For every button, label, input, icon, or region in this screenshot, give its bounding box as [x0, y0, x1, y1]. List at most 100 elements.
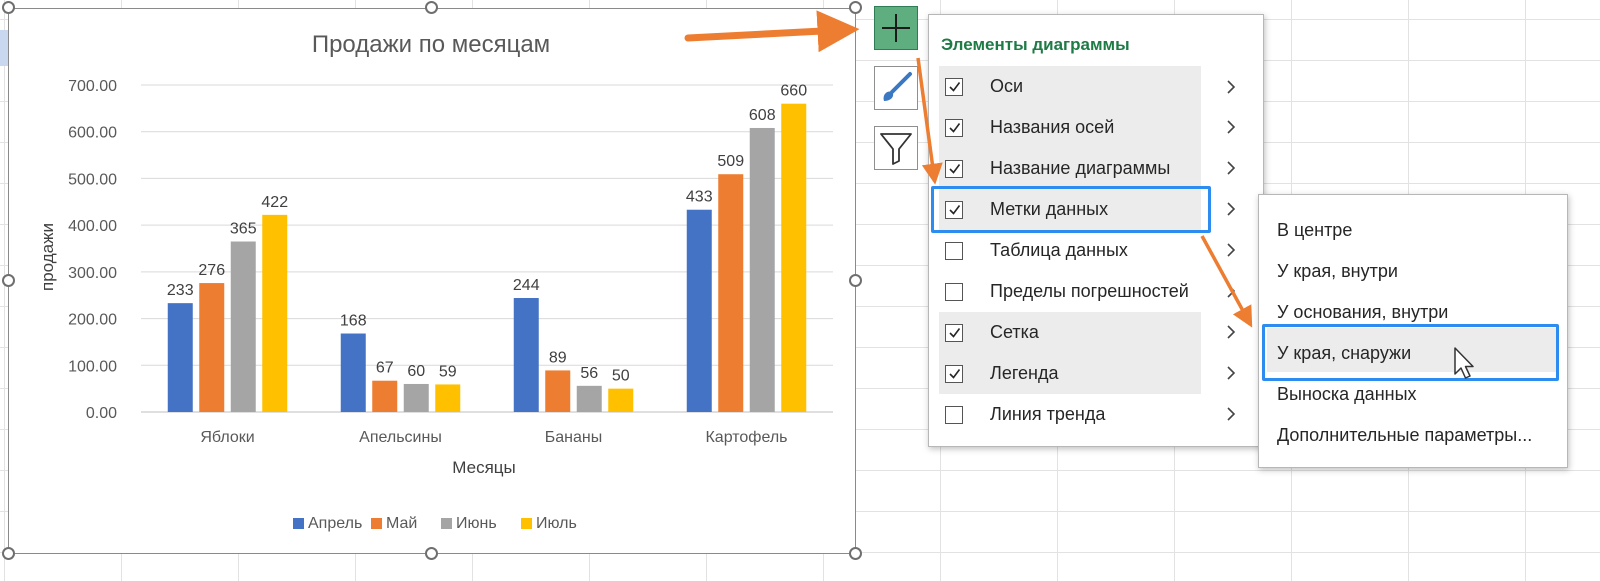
bar: [167, 303, 193, 412]
data-label: 608: [749, 107, 776, 124]
chevron-right-icon[interactable]: [1225, 366, 1237, 380]
data-table-checkbox[interactable]: [945, 241, 963, 260]
error-bars-checkbox[interactable]: [945, 282, 963, 301]
bar: [199, 283, 225, 412]
resize-handle-top-middle[interactable]: [425, 1, 438, 14]
trendline-label: Линия тренда: [990, 404, 1106, 424]
arrow-to-elements-button: [684, 10, 860, 53]
chevron-right-icon[interactable]: [1225, 202, 1237, 216]
element-data-labels[interactable]: Метки данных: [939, 189, 1201, 230]
y-tick-label: 100.00: [68, 358, 117, 375]
data-label: 433: [686, 189, 713, 206]
chevron-right-icon[interactable]: [1225, 161, 1237, 175]
element-axes[interactable]: Оси: [939, 66, 1201, 107]
label-position-outside-end[interactable]: У края, снаружи: [1277, 343, 1412, 363]
gridlines-checkbox[interactable]: [945, 323, 963, 342]
plus-icon: [882, 14, 910, 42]
data-label: 276: [198, 262, 225, 279]
element-data-table[interactable]: Таблица данных: [939, 230, 1201, 271]
data-label: 233: [167, 282, 194, 299]
y-tick-label: 700.00: [68, 78, 117, 95]
element-gridlines[interactable]: Сетка: [939, 312, 1201, 353]
chart-styles-button[interactable]: [874, 66, 918, 110]
resize-handle-bottom-middle[interactable]: [425, 547, 438, 560]
legend-swatch: [371, 518, 382, 529]
bar: [230, 241, 256, 412]
axes-label: Оси: [990, 76, 1024, 96]
element-error-bars[interactable]: Пределы погрешностей: [939, 271, 1201, 312]
chart-title: Продажи по месяцам: [312, 31, 550, 58]
x-axis-title: Месяцы: [452, 458, 515, 477]
bar: [372, 380, 398, 412]
legend-label: Май: [386, 515, 417, 532]
bar: [749, 127, 775, 412]
resize-handle-bottom-left[interactable]: [2, 547, 15, 560]
bar: [545, 370, 571, 412]
trendline-checkbox[interactable]: [945, 405, 963, 424]
bar: [403, 383, 429, 412]
resize-handle-top-left[interactable]: [2, 1, 15, 14]
chart-filters-button[interactable]: [874, 126, 918, 170]
error-bars-label: Пределы погрешностей: [990, 281, 1189, 301]
chevron-right-icon[interactable]: [1225, 243, 1237, 257]
data-labels-checkbox[interactable]: [945, 200, 963, 219]
element-legend[interactable]: Легенда: [939, 353, 1201, 394]
legend-label: Июль: [536, 515, 577, 532]
chevron-right-icon[interactable]: [1225, 120, 1237, 134]
panel-title: Элементы диаграммы: [941, 35, 1130, 54]
data-label: 365: [230, 220, 257, 237]
data-labels-label: Метки данных: [990, 199, 1109, 219]
data-table-label: Таблица данных: [990, 240, 1128, 260]
resize-handle-middle-right[interactable]: [849, 274, 862, 287]
axis-titles-checkbox[interactable]: [945, 118, 963, 137]
element-chart-title[interactable]: Название диаграммы: [939, 148, 1201, 189]
chart-elements-button[interactable]: [874, 6, 918, 50]
y-axis-title: продажи: [38, 223, 57, 291]
legend-label: Апрель: [308, 515, 362, 532]
label-position-center[interactable]: В центре: [1277, 220, 1353, 240]
data-labels-submenu: В центре У края, внутри У основания, вну…: [1258, 194, 1568, 468]
label-position-inside-base[interactable]: У основания, внутри: [1277, 302, 1449, 322]
check-icon: [948, 82, 960, 92]
bar: [513, 298, 539, 412]
bar: [340, 333, 366, 412]
check-icon: [948, 205, 960, 215]
legend-label: Июнь: [456, 515, 497, 532]
element-axis-titles[interactable]: Названия осей: [939, 107, 1201, 148]
data-label: 168: [340, 313, 367, 330]
legend-checkbox[interactable]: [945, 364, 963, 383]
chart-title-checkbox[interactable]: [945, 159, 963, 178]
axis-titles-label: Названия осей: [990, 117, 1115, 137]
legend-swatch: [293, 518, 304, 529]
chevron-right-icon[interactable]: [1225, 325, 1237, 339]
resize-handle-middle-left[interactable]: [2, 274, 15, 287]
resize-handle-bottom-right[interactable]: [849, 547, 862, 560]
chart-title-label: Название диаграммы: [990, 158, 1171, 178]
row-header-selection: [0, 30, 8, 66]
y-tick-label: 400.00: [68, 218, 117, 235]
bar: [435, 384, 461, 412]
bar: [576, 385, 602, 412]
chevron-right-icon[interactable]: [1225, 80, 1237, 94]
bar: [718, 174, 744, 412]
data-label: 509: [717, 153, 744, 170]
check-icon: [948, 369, 960, 379]
arrow-to-outside-end: [1200, 235, 1253, 328]
axes-checkbox[interactable]: [945, 77, 963, 96]
element-trendline[interactable]: Линия тренда: [939, 394, 1201, 435]
chart-area[interactable]: Продажи по месяцам продажи Месяцы 0.00 10…: [8, 8, 856, 554]
bar: [262, 214, 288, 412]
label-position-inside-end[interactable]: У края, внутри: [1277, 261, 1398, 281]
legend-label: Легенда: [990, 363, 1059, 383]
data-label: 60: [407, 363, 425, 380]
y-tick-label: 300.00: [68, 265, 117, 282]
chevron-right-icon[interactable]: [1225, 407, 1237, 421]
x-tick-label: Яблоки: [200, 429, 254, 446]
check-icon: [948, 123, 960, 133]
label-position-data-callout[interactable]: Выноска данных: [1277, 384, 1417, 404]
bar: [686, 209, 712, 412]
data-label: 660: [780, 83, 807, 100]
label-position-more-options[interactable]: Дополнительные параметры...: [1277, 425, 1533, 445]
bar: [781, 103, 807, 412]
